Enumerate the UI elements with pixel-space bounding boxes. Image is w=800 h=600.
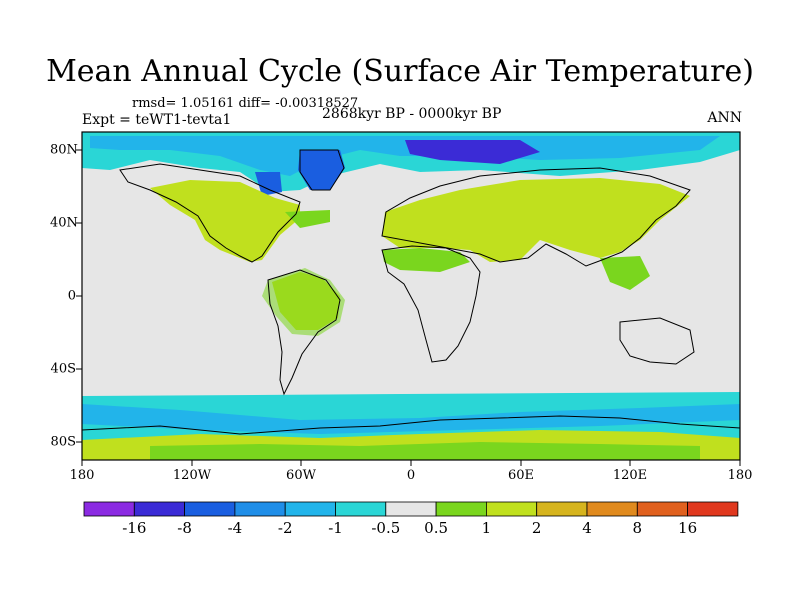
colorbar-swatch-1	[133, 501, 186, 517]
colorbar-label: -1	[328, 519, 343, 537]
colorbar-swatch-0	[83, 501, 135, 517]
colorbar-label: 2	[531, 519, 542, 537]
x-tick-label: 180	[727, 468, 753, 483]
y-tick-label: 0	[67, 288, 76, 304]
y-tick-label: 40S	[50, 361, 76, 377]
south-america-edge	[262, 268, 345, 336]
hudson-field	[255, 172, 282, 196]
colorbar-swatch-8	[485, 501, 538, 517]
y-tick-label: 80N	[50, 142, 78, 158]
colorbar-swatch-5	[335, 501, 387, 517]
colorbar-label: 1	[481, 519, 492, 537]
arctic-blue-field	[90, 136, 720, 176]
coastlines	[82, 149, 740, 435]
colorbar-swatch-9	[536, 501, 588, 517]
colorbar-label: -4	[227, 519, 243, 537]
colorbar-swatch-2	[184, 501, 236, 517]
colorbar-swatch-3	[234, 501, 286, 517]
colorbar-label: 16	[678, 519, 698, 537]
y-tick-label: 80S	[50, 434, 76, 450]
figure-title: Mean Annual Cycle (Surface Air Temperatu…	[46, 54, 754, 89]
colorbar-label: 8	[632, 519, 643, 537]
colorbar-label: -8	[177, 519, 192, 537]
x-tick-label: 60E	[507, 468, 535, 483]
experiment-label: Expt = teWT1-tevta1	[82, 112, 232, 128]
stats-text: rmsd= 1.05161 diff= -0.00318527	[132, 96, 359, 111]
siberia-deep-field	[405, 140, 540, 164]
coast-south-america	[267, 269, 341, 396]
map-fields	[82, 132, 740, 460]
colorbar-label: -16	[122, 519, 147, 537]
north-atlantic-warm	[285, 210, 330, 228]
coast-north-america	[119, 163, 301, 263]
colorbar-label: 4	[582, 519, 592, 537]
north-america-warm	[150, 180, 300, 262]
colorbar-label: -2	[277, 519, 293, 537]
y-tick-label: 40N	[50, 215, 78, 231]
x-tick-label: 60W	[286, 468, 316, 483]
colorbar-label: -0.5	[371, 519, 401, 537]
coast-antarctica	[82, 415, 740, 435]
colorbar-swatch-4	[284, 501, 336, 517]
southeast-asia-field	[600, 256, 650, 290]
coast-australia	[619, 317, 695, 365]
colorbar-swatch-12	[687, 501, 739, 517]
coast-africa	[381, 245, 481, 363]
southern-ocean-blue	[82, 404, 740, 434]
greenland-field	[298, 150, 345, 190]
x-tick-label: 120E	[612, 468, 648, 483]
season-label: ANN	[707, 110, 742, 126]
coast-greenland	[299, 149, 345, 191]
period-label: 2868kyr BP - 0000kyr BP	[322, 106, 502, 122]
colorbar-swatch-11	[636, 501, 688, 517]
colorbar-label: 0.5	[424, 519, 449, 537]
antarctica-green	[150, 442, 700, 460]
west-africa-warm	[382, 248, 470, 272]
x-tick-label: 120W	[172, 468, 212, 483]
colorbar-swatch-7	[435, 501, 487, 517]
colorbar-swatch-6	[385, 501, 437, 517]
x-tick-label: 180	[69, 468, 95, 483]
coast-europe-asia	[381, 167, 691, 267]
map-ticks	[76, 149, 741, 466]
colorbar	[83, 501, 739, 517]
colorbar-swatch-10	[586, 501, 638, 517]
eurasia-warm	[382, 178, 690, 262]
x-tick-label: 0	[406, 468, 416, 483]
